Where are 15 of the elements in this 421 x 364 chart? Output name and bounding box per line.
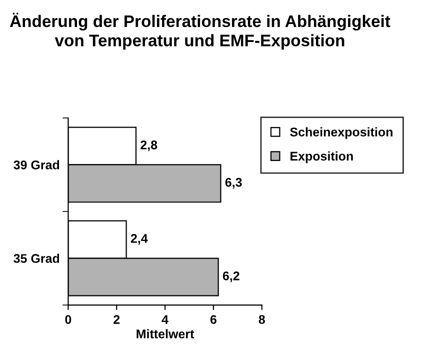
data-label: 2,4 bbox=[130, 234, 148, 245]
x-tick-label: 2 bbox=[114, 315, 120, 324]
y-tick-label: 35 Grad bbox=[14, 254, 60, 263]
y-tick-label: 39 Grad bbox=[14, 160, 60, 170]
data-label: 6,3 bbox=[225, 178, 242, 189]
chart-title: Änderung der Proliferationsrate in Abhängigkeit von Temperatur und EMF-Exposition bbox=[10, 12, 390, 50]
legend-label: Scheinexposition bbox=[290, 127, 392, 139]
x-tick-label: 0 bbox=[65, 315, 72, 324]
data-label: 2,8 bbox=[140, 140, 158, 152]
x-tick-label: 4 bbox=[162, 315, 168, 324]
x-tick-label: 6 bbox=[210, 315, 216, 324]
x-axis-title: Mittelwert bbox=[136, 329, 194, 338]
x-tick-label: 8 bbox=[258, 315, 265, 324]
data-label: 6,2 bbox=[222, 271, 240, 282]
legend-label: Exposition bbox=[290, 151, 353, 164]
